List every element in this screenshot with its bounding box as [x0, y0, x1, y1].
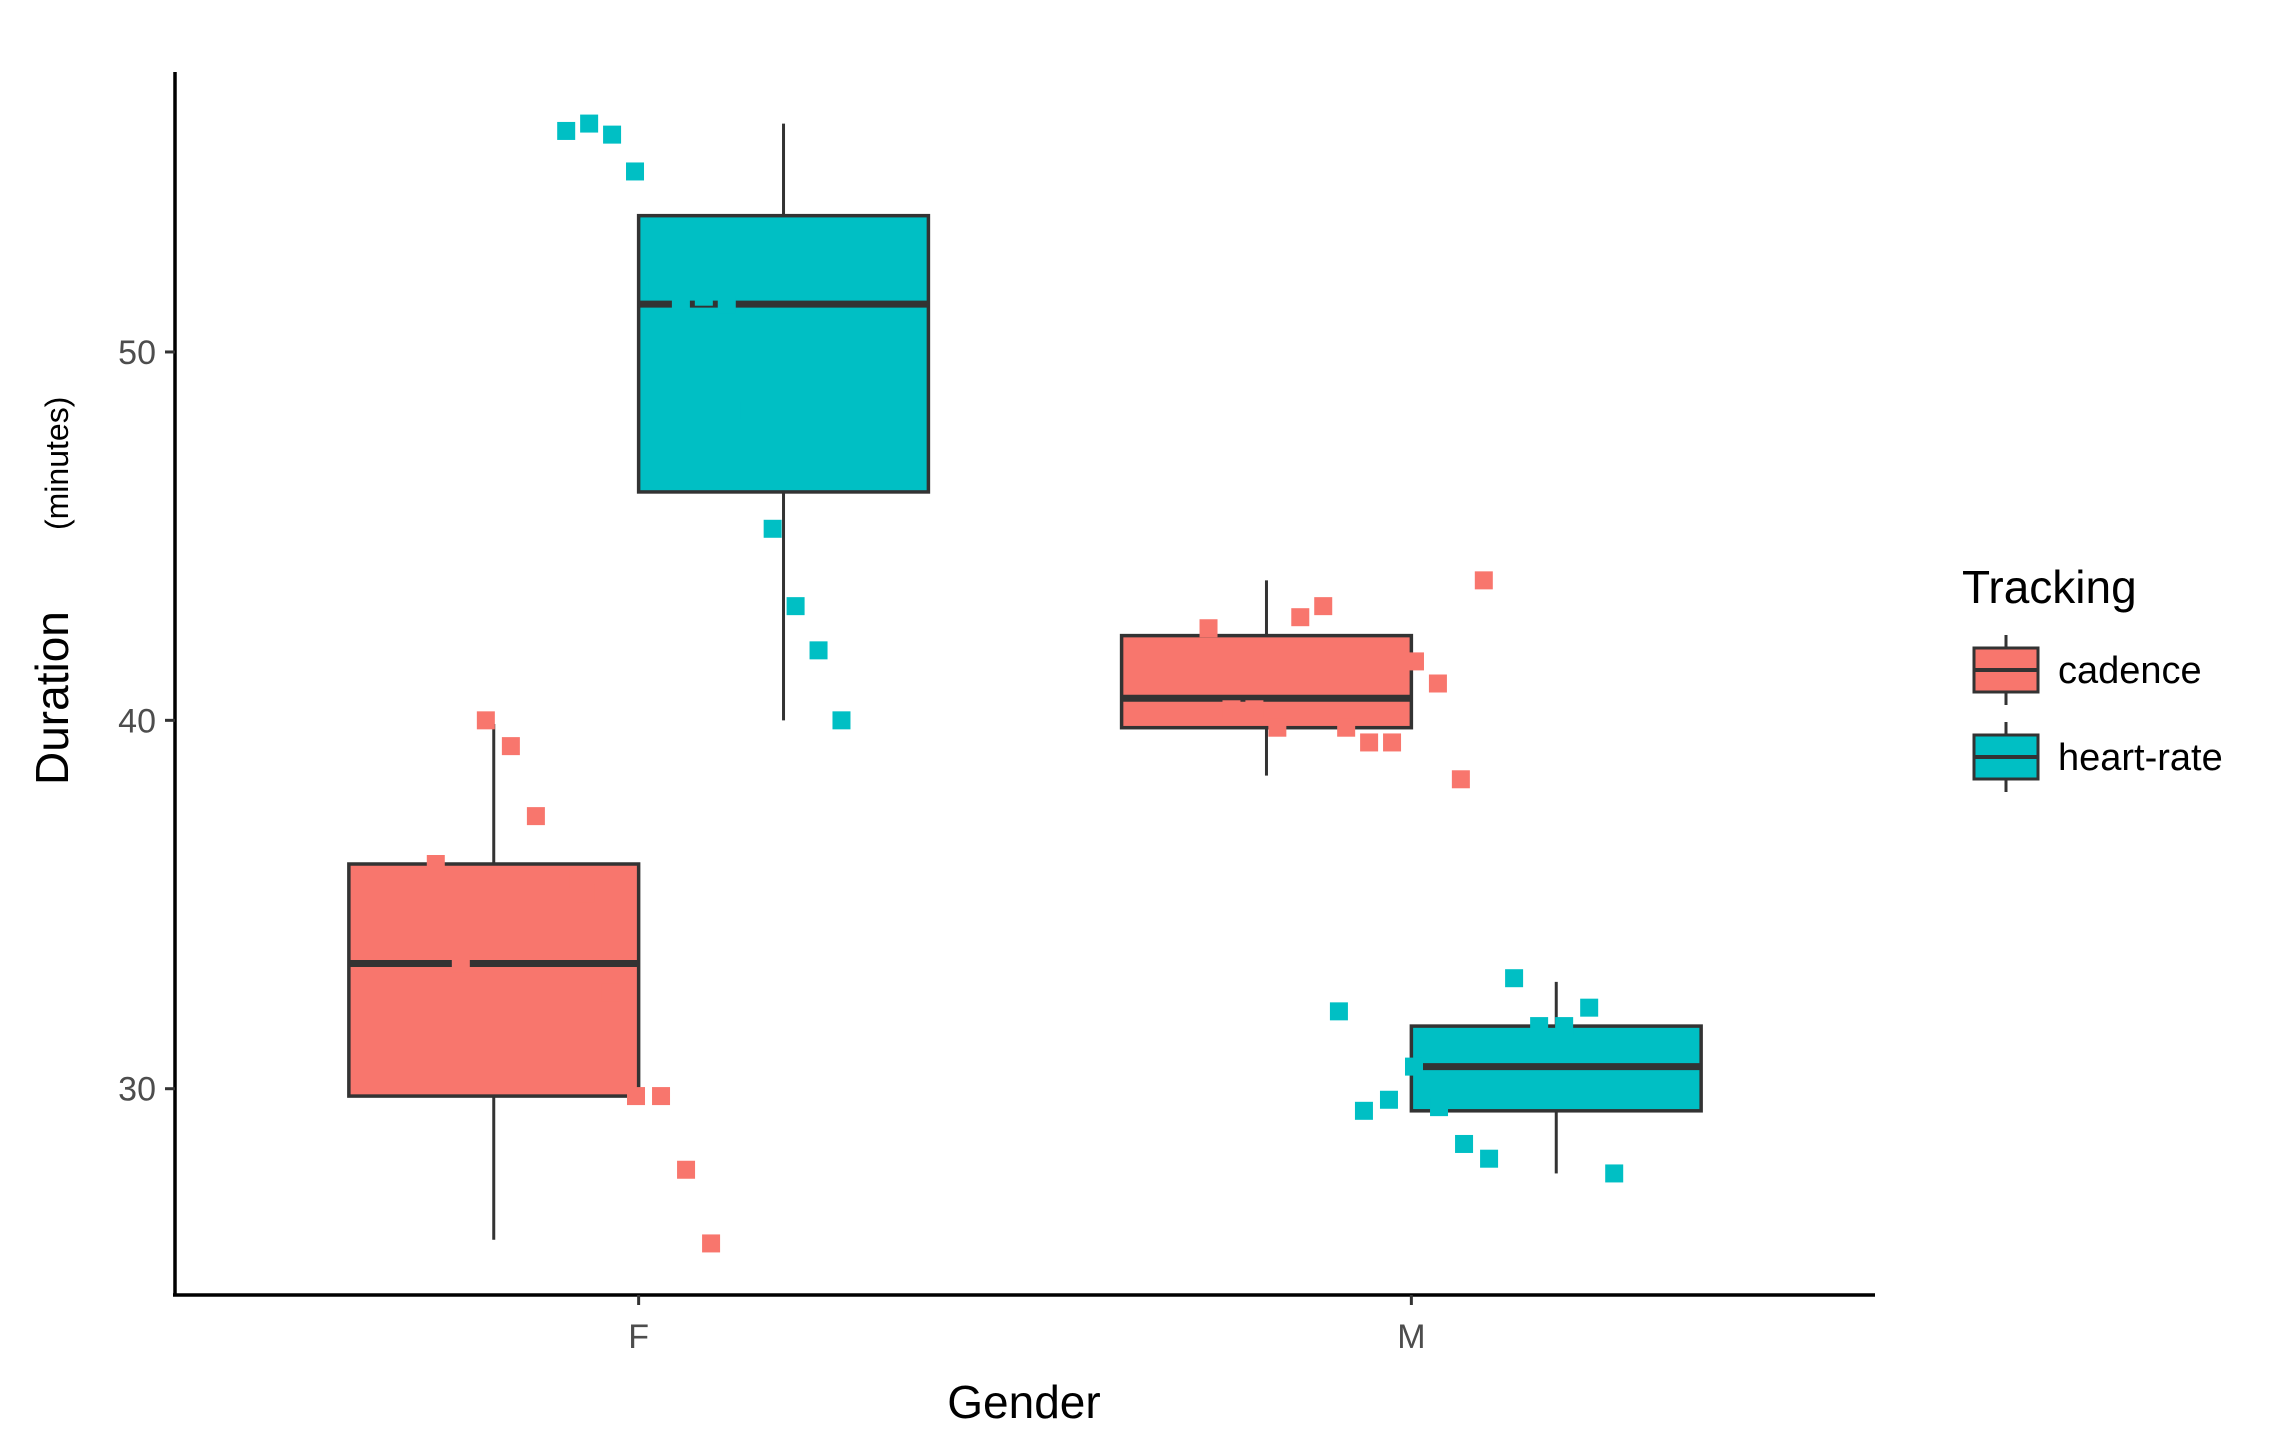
y-ticks: 30 40 50 — [118, 334, 175, 1109]
point-cadence-F-9 — [652, 1087, 671, 1106]
y-tick-label-30: 30 — [118, 1071, 156, 1109]
point-cadence-F-6 — [576, 884, 595, 903]
point-heart-rate-F-4 — [648, 276, 667, 295]
box-cadence-M — [1119, 633, 1414, 730]
point-cadence-F-8 — [627, 1087, 646, 1106]
point-cadence-F-11 — [702, 1234, 721, 1253]
y-axis-unit-group: (minutes) — [39, 397, 75, 530]
point-cadence-M-0 — [1199, 619, 1218, 638]
point-heart-rate-M-1 — [1354, 1101, 1373, 1120]
point-cadence-M-5 — [1314, 597, 1333, 616]
point-cadence-F-1 — [451, 954, 470, 973]
point-cadence-M-7 — [1360, 733, 1379, 752]
legend-label-cadence: cadence — [2058, 650, 2202, 692]
x-axis-title: Gender — [947, 1376, 1100, 1428]
point-cadence-F-5 — [551, 869, 570, 888]
point-cadence-F-2 — [476, 711, 495, 730]
point-heart-rate-F-5 — [671, 291, 690, 310]
y-tick-label-50: 50 — [118, 334, 156, 372]
point-heart-rate-M-9 — [1555, 1017, 1574, 1036]
legend: Tracking cadence heart-rate — [1962, 561, 2223, 792]
point-cadence-M-9 — [1405, 652, 1424, 671]
point-cadence-M-12 — [1474, 571, 1493, 590]
box-heart-rate-F — [636, 213, 931, 494]
point-cadence-F-7 — [601, 983, 620, 1002]
x-tick-label-F: F — [628, 1318, 649, 1356]
point-cadence-M-11 — [1451, 770, 1470, 789]
point-cadence-M-1 — [1222, 700, 1241, 719]
boxes-layer — [347, 123, 1703, 1240]
legend-key-heart-rate — [1972, 722, 2040, 792]
y-axis-title-group: Duration — [26, 611, 78, 785]
point-heart-rate-M-10 — [1580, 998, 1599, 1017]
point-heart-rate-M-7 — [1505, 969, 1524, 988]
point-heart-rate-F-2 — [603, 125, 622, 144]
point-cadence-M-6 — [1337, 718, 1356, 737]
point-cadence-M-3 — [1268, 718, 1287, 737]
legend-label-heart-rate: heart-rate — [2058, 737, 2223, 779]
point-heart-rate-M-6 — [1480, 1149, 1499, 1168]
point-heart-rate-M-3 — [1404, 1057, 1423, 1076]
point-cadence-M-4 — [1291, 608, 1310, 627]
point-heart-rate-F-1 — [580, 114, 599, 133]
point-heart-rate-F-7 — [717, 295, 736, 314]
point-heart-rate-F-11 — [809, 641, 828, 660]
point-heart-rate-M-11 — [1605, 1164, 1624, 1183]
point-heart-rate-F-3 — [626, 162, 645, 181]
points-layer — [426, 114, 1624, 1253]
point-heart-rate-M-0 — [1329, 1002, 1348, 1021]
point-heart-rate-M-8 — [1530, 1017, 1549, 1036]
point-heart-rate-F-12 — [832, 711, 851, 730]
y-axis-title: Duration — [26, 611, 78, 785]
point-heart-rate-M-2 — [1379, 1090, 1398, 1109]
legend-title: Tracking — [1962, 561, 2137, 613]
point-heart-rate-F-0 — [557, 121, 576, 140]
legend-key-cadence — [1972, 635, 2040, 705]
point-cadence-M-10 — [1428, 674, 1447, 693]
point-cadence-F-4 — [526, 807, 545, 826]
point-heart-rate-F-6 — [694, 287, 713, 306]
point-heart-rate-F-8 — [740, 401, 759, 420]
point-heart-rate-M-5 — [1455, 1134, 1474, 1153]
point-cadence-M-2 — [1245, 700, 1264, 719]
x-tick-label-M: M — [1397, 1318, 1425, 1356]
point-heart-rate-F-10 — [786, 597, 805, 616]
box-cadence-F — [347, 862, 641, 1098]
point-heart-rate-M-4 — [1430, 1098, 1449, 1117]
y-axis-unit: (minutes) — [39, 397, 75, 530]
point-cadence-M-8 — [1383, 733, 1402, 752]
point-cadence-F-0 — [426, 855, 445, 874]
point-heart-rate-F-9 — [763, 519, 782, 538]
point-cadence-F-10 — [677, 1160, 696, 1179]
y-tick-label-40: 40 — [118, 702, 156, 740]
point-cadence-F-3 — [501, 737, 520, 756]
